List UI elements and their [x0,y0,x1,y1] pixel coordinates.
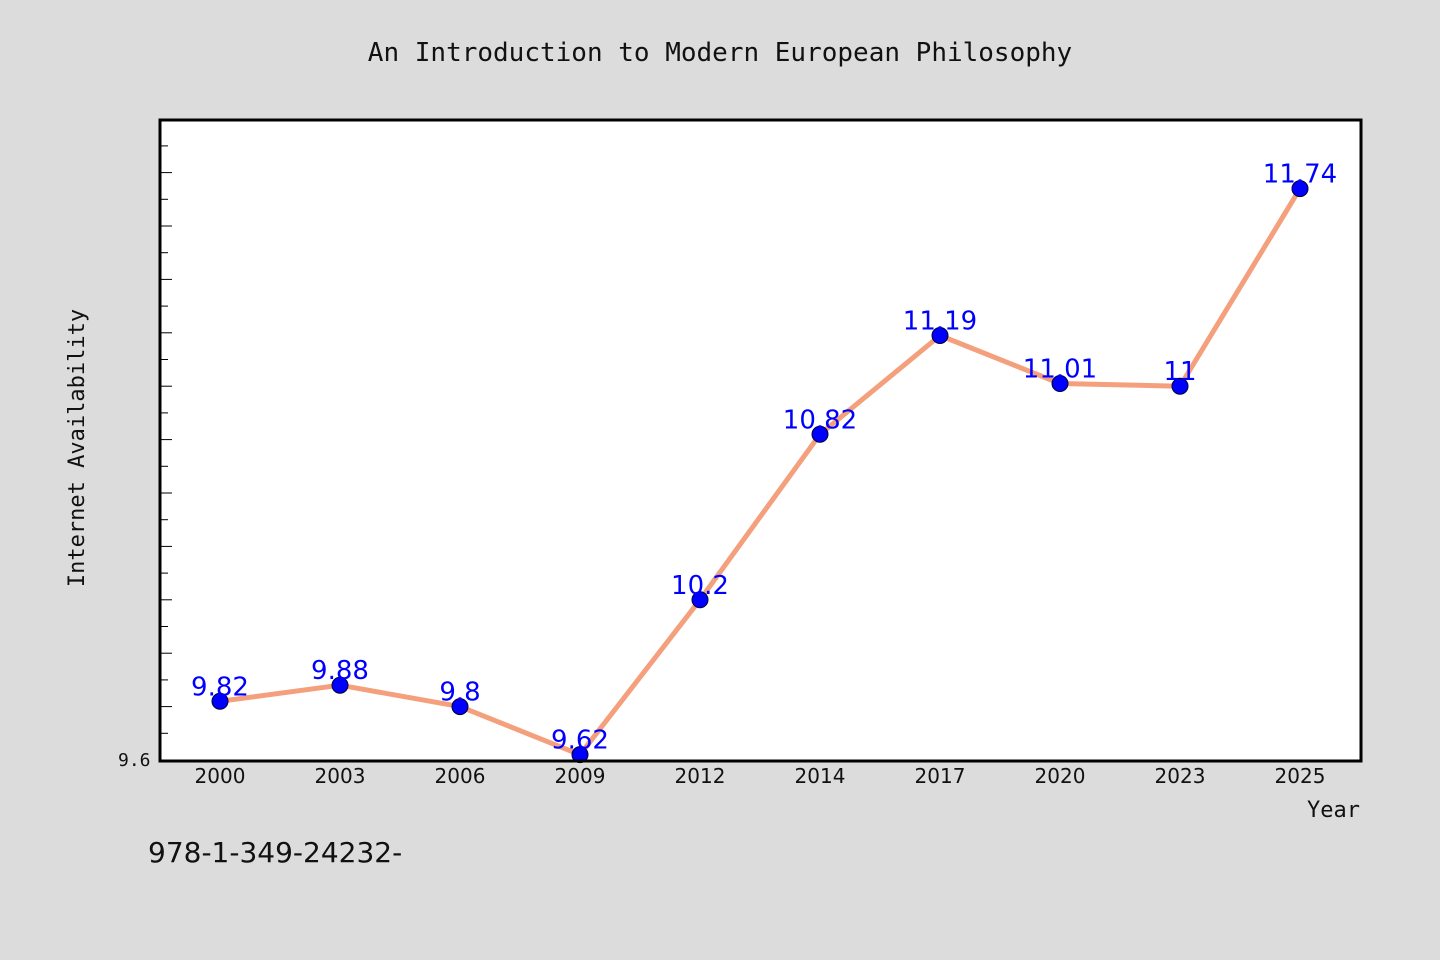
data-label: 11 [1163,357,1196,387]
data-label: 11.74 [1263,160,1337,190]
data-point [451,698,469,716]
y-axis-title: Internet Availability [65,309,90,587]
data-label: 9.8 [439,678,480,708]
data-label: 10.82 [783,405,857,435]
isbn-text: 978-1-349-24232- [148,836,402,869]
chart-title: An Introduction to Modern European Philo… [368,38,1072,68]
data-point [811,425,829,443]
data-label: 9.88 [311,656,369,686]
x-axis-tick-label: 2020 [1035,764,1086,788]
data-point [1171,377,1189,395]
x-axis-tick-label: 2000 [195,764,246,788]
data-point [1051,375,1069,393]
data-labels: 9.82 9.88 9.8 9.62 10.2 10.82 11.19 11.01 11 11.7… [191,160,1337,756]
x-axis-tick-label: 2006 [435,764,486,788]
data-point [691,591,709,609]
data-point [931,326,949,344]
plot-frame [158,118,1363,763]
data-label: 11.01 [1023,355,1097,385]
x-axis-tick-label: 2017 [915,764,966,788]
data-label: 9.82 [191,672,249,702]
x-axis-tick-label: 2025 [1275,764,1326,788]
series-line [217,186,1303,758]
data-point [571,746,589,764]
x-axis-tick-label: 2023 [1155,764,1206,788]
data-label: 9.62 [551,726,609,756]
data-label: 11.19 [903,306,977,336]
x-axis-title: Year [1307,798,1360,823]
data-markers [211,180,1309,764]
data-point [1291,180,1309,198]
data-point [211,692,229,710]
plot-area [160,120,1361,761]
data-label: 10.2 [671,571,729,601]
y-axis-tick-label: 9.6 [118,750,151,771]
data-point [331,676,349,694]
x-axis-tick-label: 2009 [555,764,606,788]
x-axis-tick-label: 2012 [675,764,726,788]
x-axis-tick-label: 2003 [315,764,366,788]
x-axis-tick-labels: 2000 2003 2006 2009 2012 2014 2017 2020 2023 2025 [195,764,1326,788]
x-axis-tick-label: 2014 [795,764,846,788]
